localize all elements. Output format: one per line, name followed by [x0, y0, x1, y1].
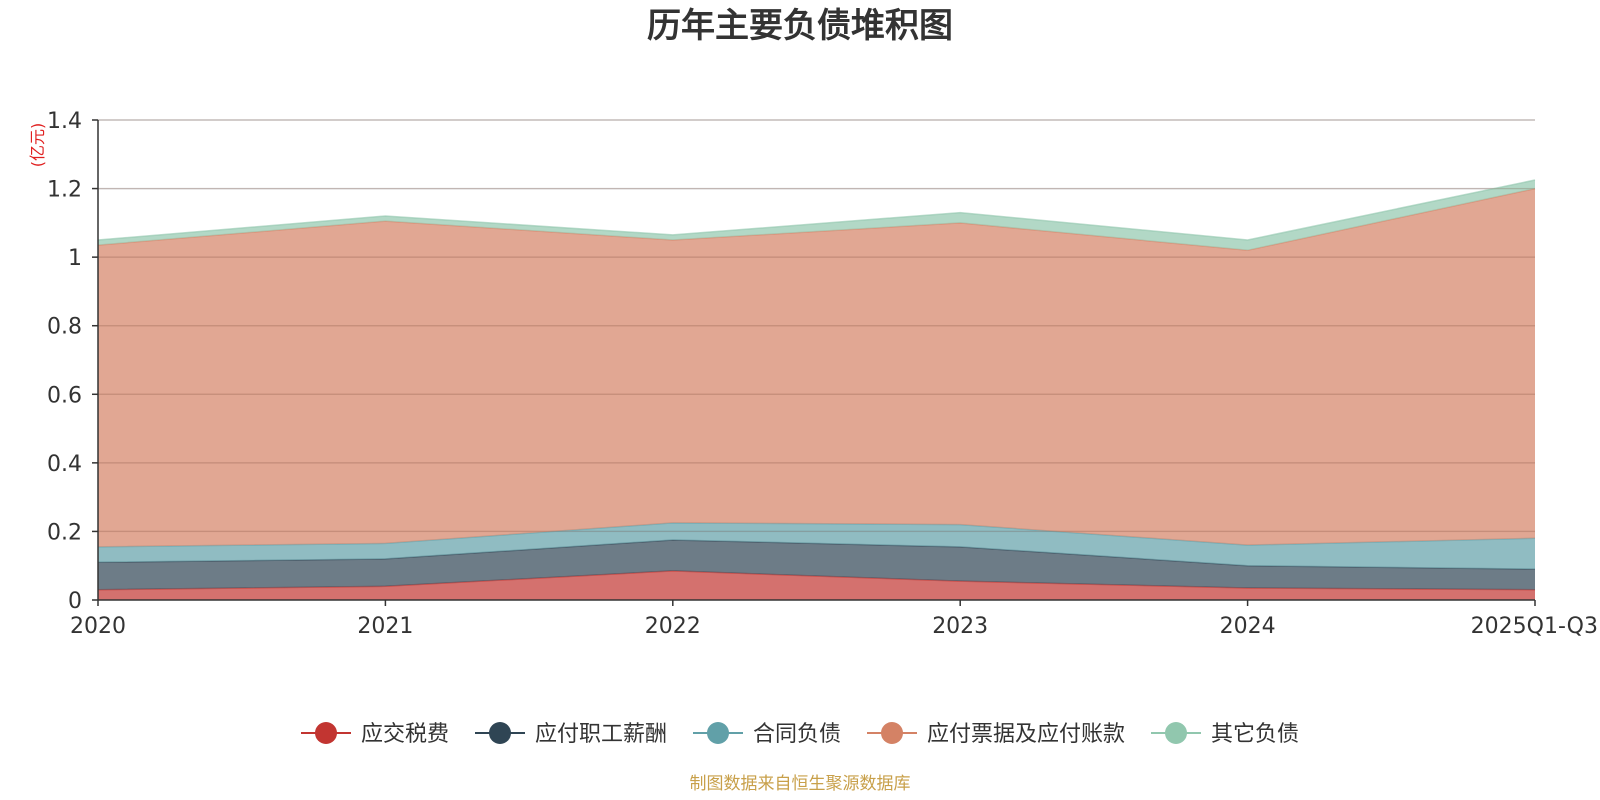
- area-series-1: [98, 540, 1535, 590]
- y-tick-label-7: 1.4: [47, 109, 82, 134]
- legend-marker-icon-4: [1165, 722, 1187, 744]
- legend-marker-icon-1: [489, 722, 511, 744]
- x-tick-label-5: 2025Q1-Q3: [1471, 614, 1598, 639]
- x-tick-label-4: 2024: [1220, 614, 1276, 639]
- y-tick-label-5: 1: [68, 246, 82, 271]
- legend-marker-icon-3: [881, 722, 903, 744]
- y-tick-label-3: 0.6: [47, 383, 82, 408]
- area-series-2: [98, 522, 1535, 570]
- area-series-3: [98, 188, 1535, 547]
- x-tick-label-0: 2020: [70, 614, 126, 639]
- legend-marker-icon-0: [315, 722, 337, 744]
- legend-label-0: 应交税费: [361, 722, 449, 747]
- legend-item-0[interactable]: 应交税费: [301, 722, 449, 747]
- legend-item-4[interactable]: 其它负债: [1151, 722, 1299, 747]
- legend-item-2[interactable]: 合同负债: [693, 722, 841, 747]
- y-tick-label-6: 1.2: [47, 178, 82, 203]
- legend-item-1[interactable]: 应付职工薪酬: [475, 722, 667, 747]
- legend-marker-icon-2: [707, 722, 729, 744]
- area-series-0: [98, 570, 1535, 600]
- legend-item-3[interactable]: 应付票据及应付账款: [867, 722, 1125, 747]
- legend-label-4: 其它负债: [1211, 722, 1299, 747]
- area-series-layer: [97, 119, 1536, 600]
- y-tick-label-4: 0.8: [47, 315, 82, 340]
- y-axis-unit-label: (亿元): [28, 123, 47, 168]
- x-tick-label-2: 2022: [645, 614, 701, 639]
- legend-label-2: 合同负债: [753, 722, 841, 747]
- y-tick-label-1: 0.2: [47, 520, 82, 545]
- legend: 应交税费 应付职工薪酬 合同负债 应付票据及应付账款 其它负债: [301, 722, 1299, 747]
- source-note: 制图数据来自恒生聚源数据库: [690, 774, 911, 794]
- axes: 0 0.2 0.4 0.6 0.8 1 1.2 1.4 2020 2021 2022 2023 2024…: [47, 109, 1598, 639]
- x-tick-label-3: 2023: [932, 614, 988, 639]
- y-tick-label-0: 0: [68, 589, 82, 614]
- legend-label-1: 应付职工薪酬: [535, 722, 667, 747]
- x-tick-label-1: 2021: [357, 614, 413, 639]
- y-tick-label-2: 0.4: [47, 452, 82, 477]
- chart-title: 历年主要负债堆积图: [647, 6, 953, 46]
- legend-label-3: 应付票据及应付账款: [927, 722, 1125, 747]
- area-line-4: [97, 179, 1536, 241]
